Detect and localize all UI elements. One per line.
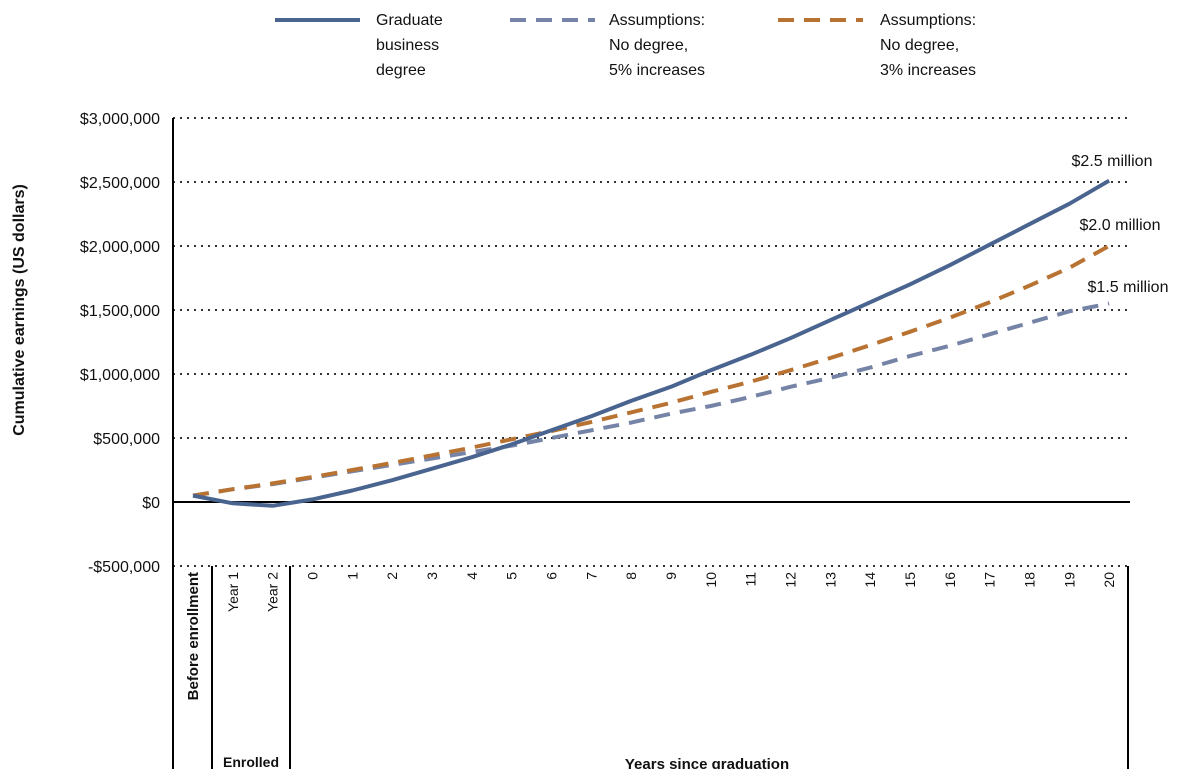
x-tick-label: 9 [663,572,679,580]
y-tick-label: -$500,000 [88,559,160,576]
legend-label: Assumptions: No degree, 5% increases [609,12,706,79]
x-tick-label: 7 [583,572,599,580]
x-tick-label: 19 [1061,572,1077,588]
x-tick-label: Year 2 [265,572,281,612]
annotation: $2.0 million [1080,217,1161,234]
y-axis-label: Cumulative earnings (US dollars) [11,184,28,436]
x-tick-label: 2 [384,572,400,580]
x-tick-label: 12 [782,572,798,588]
x-tick-label: 5 [504,572,520,580]
x-tick-label: 17 [982,572,998,588]
x-tick-label: 13 [822,572,838,588]
series-line [192,301,1110,498]
x-tick-label: 10 [703,572,719,588]
x-tick-label: Before enrollment [185,572,202,700]
x-tick-label: 6 [543,572,559,580]
group-label: Enrolled [223,754,279,769]
annotation: $1.5 million [1088,279,1169,296]
x-tick-label: 3 [424,572,440,580]
legend-label: Assumptions: No degree, 3% increases [880,12,977,79]
x-tick-label: 8 [623,572,639,580]
y-tick-label: $2,500,000 [80,175,160,192]
group-label: Years since graduation [625,756,789,769]
x-tick-label: 0 [304,572,320,580]
legend-label: Graduate business degree [376,12,443,79]
x-tick-label: 1 [344,572,360,580]
x-tick-label: 18 [1021,572,1037,588]
y-tick-label: $500,000 [93,431,160,448]
y-tick-label: $0 [142,495,160,512]
x-tick-label: 11 [743,572,759,587]
x-tick-label: 4 [464,572,480,580]
x-tick-label: 15 [902,572,918,588]
series-line [192,178,1111,508]
x-tick-label: 14 [862,572,878,588]
x-tick-label: 16 [942,572,958,588]
series-line [192,244,1111,498]
y-tick-label: $1,000,000 [80,367,160,384]
y-tick-label: $3,000,000 [80,111,160,128]
y-tick-label: $2,000,000 [80,239,160,256]
x-tick-label: Year 1 [225,572,241,612]
annotation: $2.5 million [1072,153,1153,170]
y-tick-label: $1,500,000 [80,303,160,320]
x-tick-label: 20 [1101,572,1117,588]
